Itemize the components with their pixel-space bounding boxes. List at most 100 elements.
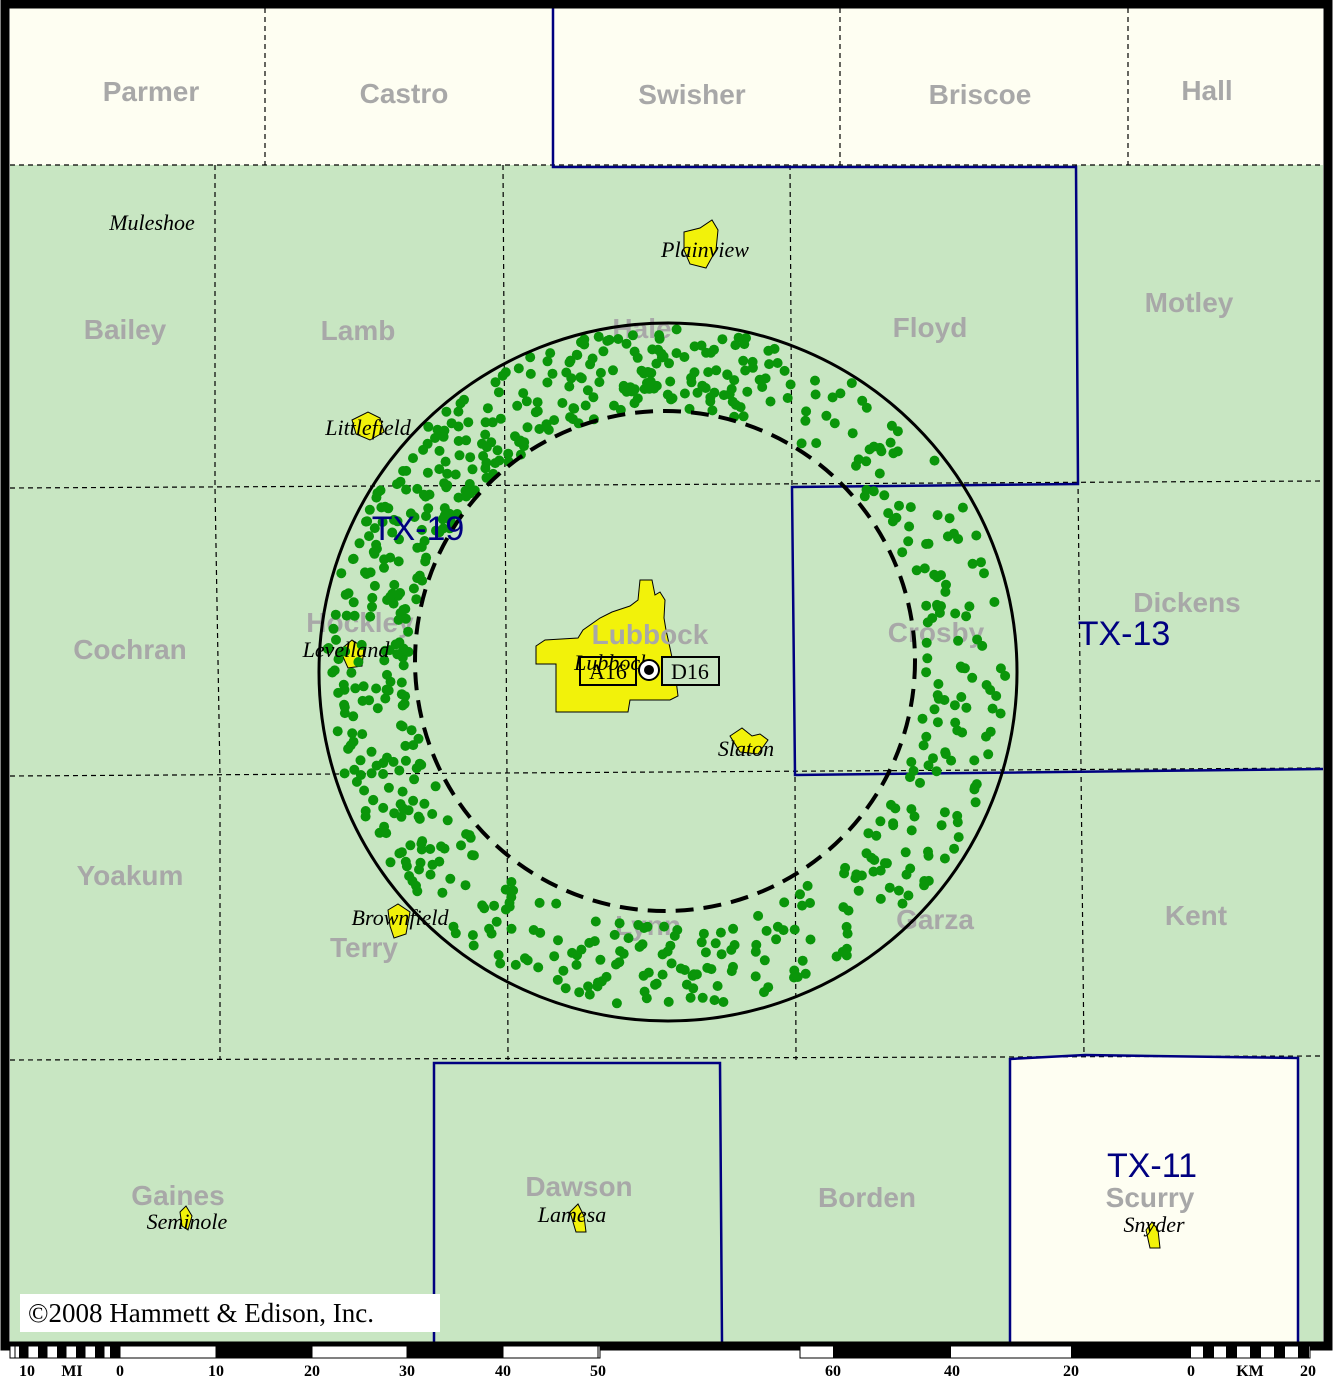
county-label-bailey: Bailey	[84, 314, 167, 345]
listener-dot	[942, 531, 953, 542]
listener-dot	[967, 672, 978, 683]
listener-dot	[738, 355, 749, 366]
station-markers: A16 D16	[579, 656, 720, 686]
listener-dot	[357, 729, 368, 740]
listener-dot	[944, 513, 955, 524]
listener-dot	[835, 388, 846, 399]
listener-dot	[671, 348, 682, 359]
listener-dot	[419, 798, 430, 809]
listener-dot	[689, 367, 700, 378]
listener-dot	[868, 486, 879, 497]
listener-dot	[579, 334, 590, 345]
listener-dot	[573, 418, 584, 429]
listener-dot	[533, 962, 544, 973]
listener-dot	[408, 740, 419, 751]
listener-dot	[711, 365, 722, 376]
listener-dot	[372, 488, 383, 499]
listener-dot	[396, 677, 407, 688]
listener-dot	[412, 886, 423, 897]
listener-dot	[609, 400, 619, 411]
listener-dot	[436, 841, 447, 852]
listener-dot	[589, 936, 600, 947]
listener-dot	[545, 348, 556, 359]
listener-dot	[383, 685, 394, 696]
listener-dot	[645, 376, 656, 387]
listener-dot	[718, 997, 729, 1007]
listener-dot	[953, 534, 964, 544]
listener-dot	[879, 490, 890, 501]
county-label-crosby: Crosby	[888, 617, 985, 648]
listener-dot	[979, 568, 989, 579]
listener-dot	[445, 873, 456, 884]
listener-dot	[702, 962, 713, 973]
listener-dot	[592, 981, 603, 992]
listener-dot	[696, 340, 707, 351]
listener-dot	[707, 405, 718, 416]
listener-dot	[353, 657, 364, 667]
city-label-slaton: Slaton	[718, 736, 774, 761]
listener-dot	[950, 608, 961, 619]
listener-dot	[514, 437, 525, 448]
listener-dot	[611, 998, 622, 1009]
listener-dot	[364, 531, 374, 542]
listener-dot	[995, 708, 1006, 719]
listener-dot	[663, 996, 674, 1007]
listener-dot	[890, 803, 901, 814]
listener-dot	[991, 691, 1002, 701]
listener-dot	[977, 640, 988, 651]
listener-dot	[453, 421, 464, 432]
listener-dot	[400, 613, 411, 624]
listener-dot	[552, 974, 563, 985]
listener-dot	[380, 645, 391, 656]
listener-dot	[657, 949, 668, 960]
listener-dot	[861, 456, 872, 467]
listener-dot	[379, 655, 390, 666]
listener-dot	[583, 981, 594, 992]
county-label-kent: Kent	[1165, 900, 1227, 931]
listener-dot	[875, 893, 886, 904]
listener-dot	[789, 924, 800, 935]
listener-dot	[871, 830, 882, 841]
scale-km-tick: 40	[944, 1363, 960, 1380]
listener-dot	[932, 510, 943, 521]
listener-dot	[940, 747, 951, 758]
listener-dot	[379, 562, 389, 573]
listener-dot	[664, 358, 674, 369]
listener-dot	[414, 864, 424, 875]
listener-dot	[336, 568, 347, 579]
listener-dot	[929, 569, 940, 580]
listener-dot	[560, 983, 571, 994]
listener-dot	[726, 384, 737, 394]
listener-dot	[354, 538, 365, 549]
listener-dot	[437, 887, 448, 898]
listener-dot	[584, 989, 595, 1000]
listener-dot	[369, 580, 380, 591]
county-label-lubbock: Lubbock	[592, 619, 709, 650]
listener-dot	[557, 398, 568, 408]
map-frame	[0, 0, 1333, 1351]
listener-dot	[651, 358, 662, 369]
listener-dot	[650, 979, 660, 990]
listener-dot	[722, 369, 733, 380]
listener-dot	[401, 484, 412, 495]
listener-dot	[897, 547, 908, 558]
county-label-terry: Terry	[330, 932, 398, 963]
listener-dot	[792, 972, 803, 982]
listener-dot	[923, 760, 934, 771]
copyright-text: ©2008 Hammett & Edison, Inc.	[28, 1298, 374, 1328]
listener-dot	[782, 393, 793, 403]
listener-dot	[709, 995, 720, 1006]
listener-dot	[364, 695, 375, 706]
listener-dot	[911, 565, 922, 576]
listener-dot	[423, 503, 434, 514]
listener-dot	[350, 683, 361, 694]
listener-dot	[408, 453, 418, 464]
listener-dot	[355, 755, 366, 766]
listener-dot	[971, 779, 982, 790]
listener-dot	[842, 928, 853, 939]
listener-dot	[864, 444, 875, 455]
listener-dot	[572, 350, 583, 361]
listener-dot	[602, 335, 613, 346]
city-label-plainview: Plainview	[660, 237, 749, 262]
listener-dot	[618, 948, 629, 959]
